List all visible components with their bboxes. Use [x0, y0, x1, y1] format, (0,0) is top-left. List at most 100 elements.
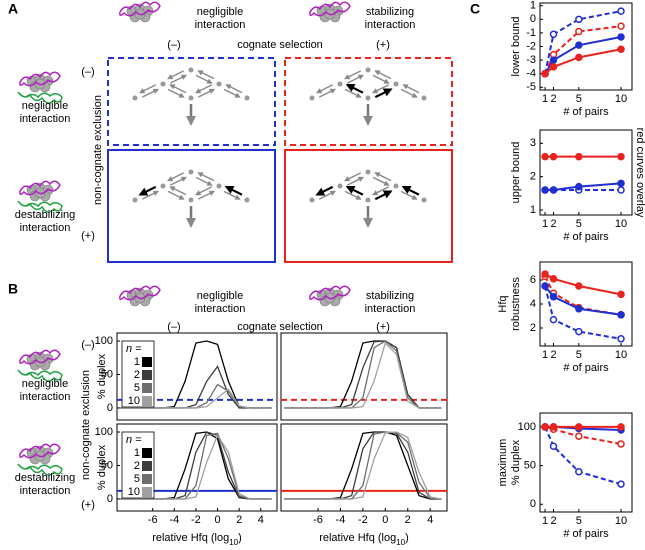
point	[617, 311, 625, 319]
point	[549, 152, 558, 161]
point	[549, 30, 558, 39]
x-axis-label-part: # of pairs	[563, 362, 609, 374]
point	[617, 186, 625, 194]
series-line	[544, 273, 622, 296]
y-tick-label: -4	[526, 68, 536, 80]
molecule-icon	[17, 180, 63, 213]
series-line	[120, 388, 272, 409]
transition-arrow	[372, 84, 390, 94]
state-dot	[365, 67, 371, 73]
x-tick-label: -2	[191, 514, 201, 526]
series-line	[544, 10, 622, 74]
point	[617, 179, 625, 188]
x-tick-label: 10	[615, 515, 627, 527]
point	[617, 152, 625, 161]
point	[575, 305, 583, 313]
row-header: interaction	[20, 485, 71, 497]
series-line	[544, 426, 622, 486]
transition-arrow	[169, 84, 187, 94]
state-dot	[188, 95, 194, 101]
x-tick-label: 2	[550, 515, 556, 527]
x-tick-label: 10	[615, 349, 627, 361]
row-header: destabilizing	[15, 209, 76, 221]
plot-frame	[539, 412, 633, 513]
y-tick-label: -1	[526, 27, 536, 39]
y-tick-label: 50	[524, 460, 536, 472]
x-tick-label: 0	[382, 514, 388, 526]
legend-swatch	[142, 370, 152, 380]
rna-green	[17, 369, 63, 382]
molecule-icon	[309, 1, 351, 23]
transition-arrow	[372, 176, 390, 186]
box-red-dashed	[284, 57, 453, 146]
row-header: interaction	[20, 391, 71, 403]
y-axis-label: % duplex	[96, 353, 108, 399]
transition-arrow	[344, 172, 362, 182]
transition-arrow	[141, 190, 159, 200]
y-tick-label: 100	[518, 421, 536, 433]
series-line	[120, 433, 272, 500]
point	[617, 45, 625, 53]
transition-arrow	[315, 185, 334, 196]
column-header: interaction	[365, 19, 416, 31]
y-tick-label: -3	[526, 54, 536, 66]
series-line	[284, 431, 442, 500]
transition-arrow	[225, 84, 243, 94]
cognate-plus: (+)	[376, 39, 390, 51]
point	[541, 186, 549, 194]
transition-arrow	[224, 185, 243, 196]
x-axis-label-part: relative Hfq (log	[319, 532, 396, 544]
transition-arrow	[141, 88, 159, 98]
state-dot	[132, 95, 138, 101]
row-header: destabilizing	[15, 472, 76, 484]
exclusion-minus: (–)	[81, 339, 94, 351]
y-tick-label: 0	[107, 493, 113, 505]
y-axis-label: robustness	[510, 277, 522, 331]
transition-arrow	[195, 74, 213, 84]
column-header: interaction	[365, 303, 416, 315]
panel-label: B	[8, 281, 18, 297]
x-axis-label: relative Hfq (log10)	[319, 532, 409, 547]
x-axis-label: # of pairs	[563, 231, 609, 243]
x-tick-label: -4	[169, 514, 179, 526]
y-axis-label: Hfq	[497, 295, 509, 312]
state-dot	[393, 81, 399, 87]
legend-label: 1	[134, 356, 140, 368]
transition-arrow	[197, 88, 215, 98]
state-dot	[421, 95, 427, 101]
y-tick-label: 0	[530, 13, 536, 25]
state-dot	[421, 197, 427, 203]
y-tick-label: 100	[95, 426, 113, 438]
point	[617, 480, 625, 488]
transition-arrow	[167, 190, 185, 200]
point	[575, 53, 583, 62]
x-tick-label: 2	[550, 349, 556, 361]
transition-arrow	[318, 88, 336, 98]
x-tick-label: 5	[576, 515, 582, 527]
transition-arrow	[195, 186, 213, 196]
series-line	[544, 25, 622, 75]
transition-arrow	[346, 176, 364, 186]
x-tick-label: 4	[258, 514, 264, 526]
x-tick-label: 1	[542, 218, 548, 230]
exclusion-plus: (+)	[81, 230, 95, 242]
rna-purple	[19, 180, 61, 196]
molecule-icon	[119, 1, 161, 23]
rna-green	[17, 200, 63, 213]
state-dot	[188, 197, 194, 203]
column-header: stabilizing	[366, 6, 414, 18]
molecule-icon	[309, 285, 351, 307]
transition-arrow	[401, 185, 420, 196]
y-tick-label: 1	[530, 204, 536, 216]
y-tick-label: 1	[530, 0, 536, 12]
transition-arrow	[372, 74, 390, 84]
x-axis-label-part: # of pairs	[563, 528, 609, 540]
x-tick-label: 2	[550, 218, 556, 230]
point	[617, 423, 625, 431]
legend-label: 2	[134, 460, 140, 472]
point	[549, 186, 558, 194]
rna-purple	[19, 71, 61, 87]
plot-frame	[116, 332, 278, 421]
point	[617, 440, 625, 448]
column-header: interaction	[195, 303, 246, 315]
